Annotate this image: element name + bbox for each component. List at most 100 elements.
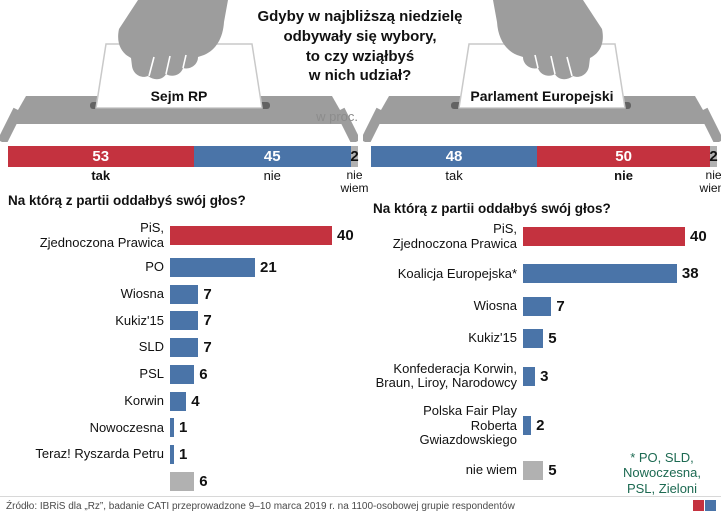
turnout-value: 45: [263, 148, 281, 165]
question-pe: Na którą z partii oddałbyś swój głos?: [373, 201, 611, 216]
turnout-segment-tak: 48: [371, 146, 538, 167]
party-row: Konfederacja Korwin, Braun, Liroy, Narod…: [373, 361, 717, 391]
party-value: 3: [540, 367, 549, 385]
text-line: to czy wziąłbyś: [305, 47, 415, 65]
party-label: PiS, Zjednoczona Prawica: [392, 221, 517, 251]
party-label: SLD: [138, 339, 164, 355]
turnout-label-cell: tak: [371, 169, 537, 194]
party-row: 6: [8, 471, 364, 491]
text-line: w nich udział?: [308, 67, 412, 85]
turnout-segment-nie-wiem: 2: [709, 146, 718, 167]
party-label: Wiosna: [120, 285, 164, 301]
turnout-value: 50: [615, 148, 632, 165]
party-bar: [523, 296, 552, 316]
party-label: PiS, Zjednoczona Prawica: [39, 220, 164, 250]
text-line: odbywały się wybory,: [283, 27, 437, 45]
ballot-label-pe: Parlament Europejski: [470, 88, 614, 104]
party-row: Nowoczesna 1: [8, 418, 364, 438]
turnout-chart-sejm: 53 45 2 tak nie nie wiem: [8, 146, 369, 194]
party-label: PSL: [139, 366, 164, 382]
party-value: 7: [203, 285, 212, 303]
unit-label: w proc.: [316, 109, 358, 124]
party-label: Kukiz'15: [115, 312, 164, 328]
party-value: 1: [179, 446, 188, 464]
party-bar: [523, 227, 685, 247]
hand-icon: [118, 0, 228, 80]
party-row: Wiosna 7: [8, 284, 364, 304]
turnout-answer-label: tak: [91, 168, 111, 183]
party-bar: [170, 257, 256, 277]
footnote: * PO, SLD, Nowoczesna, PSL, Zieloni: [609, 450, 715, 496]
turnout-value: 53: [92, 148, 110, 165]
turnout-label-cell: nie wiem: [341, 169, 369, 194]
party-bar: [170, 418, 175, 438]
turnout-value: 2: [350, 148, 359, 165]
party-bar: [523, 329, 544, 349]
party-value: 40: [690, 228, 707, 246]
party-label: nie wiem: [465, 462, 517, 478]
logo-red-square: [693, 500, 704, 511]
hand-finger-lines: [534, 54, 573, 77]
brand-logo: [693, 500, 716, 511]
party-bar: [170, 471, 195, 491]
party-value: 7: [203, 312, 212, 330]
party-value: 6: [199, 472, 208, 490]
party-row: Kukiz'15 7: [8, 311, 364, 331]
ballot-box-icon: [363, 0, 721, 142]
party-row: Wiosna 7: [373, 296, 717, 316]
party-value: 21: [260, 258, 277, 276]
ballot-label-sejm: Sejm RP: [150, 88, 208, 104]
party-row: Polska Fair Play Roberta Gwiazdowskiego 2: [373, 402, 717, 448]
party-bar: [523, 366, 536, 386]
ballot-box-icon: [0, 0, 358, 142]
party-label: Wiosna: [473, 298, 517, 314]
party-row: PiS, Zjednoczona Prawica 40: [373, 221, 717, 251]
turnout-answer-label: nie wiem: [340, 168, 369, 195]
text-line: PSL, Zieloni: [626, 480, 698, 496]
turnout-value: 48: [445, 148, 463, 165]
turnout-bar: 48 50 2: [371, 146, 718, 167]
party-label: Teraz! Ryszarda Petru: [35, 446, 164, 462]
party-bar: [523, 460, 544, 480]
party-row: PO 21: [8, 257, 364, 277]
party-value: 7: [556, 297, 565, 315]
party-chart-sejm: PiS, Zjednoczona Prawica 40 PO 21 Wiosna 7 Kuk…: [8, 220, 364, 491]
turnout-segment-nie-wiem: 2: [350, 146, 359, 167]
party-bar: [170, 364, 195, 384]
party-row: Kukiz'15 5: [373, 329, 717, 349]
logo-blue-square: [705, 500, 716, 511]
party-row: Koalicja Europejska* 38: [373, 264, 717, 284]
party-row: Korwin 4: [8, 391, 364, 411]
party-bar: [170, 445, 175, 465]
party-row: PSL 6: [8, 364, 364, 384]
turnout-segment-nie: 50: [537, 146, 711, 167]
party-chart-pe: PiS, Zjednoczona Prawica 40 Koalicja Europ…: [373, 221, 717, 480]
turnout-answer-label: nie: [614, 168, 633, 183]
hand-finger-lines: [148, 54, 187, 77]
ballot-graphic-pe: Parlament Europejski: [363, 0, 721, 142]
party-label: Nowoczesna: [89, 419, 164, 435]
party-value: 5: [548, 330, 557, 348]
party-row: PiS, Zjednoczona Prawica 40: [8, 220, 364, 250]
turnout-label-cell: nie: [537, 169, 710, 194]
page-title: Gdyby w najbliższą niedzielę odbywały się…: [232, 7, 488, 86]
turnout-labels: tak nie nie wiem: [8, 168, 369, 194]
party-value: 4: [191, 392, 200, 410]
party-label: PO: [145, 259, 164, 275]
turnout-labels: tak nie nie wiem: [371, 169, 721, 194]
turnout-label-cell: nie wiem: [700, 169, 721, 194]
ballot-graphic-sejm: Sejm RP: [0, 0, 358, 142]
party-label: Polska Fair Play Roberta Gwiazdowskiego: [419, 402, 517, 448]
source-line: Źródło: IBRiS dla „Rz”, badanie CATI prz…: [0, 496, 721, 515]
party-bar: [170, 284, 199, 304]
party-value: 5: [548, 461, 557, 479]
party-bar: [523, 264, 677, 284]
turnout-answer-label: tak: [445, 168, 463, 183]
party-bar: [170, 338, 199, 358]
party-bar: [170, 391, 187, 411]
party-bar: [170, 311, 199, 331]
turnout-answer-label: nie wiem: [699, 168, 721, 195]
party-value: 40: [337, 227, 354, 245]
turnout-segment-tak: 53: [8, 146, 194, 167]
